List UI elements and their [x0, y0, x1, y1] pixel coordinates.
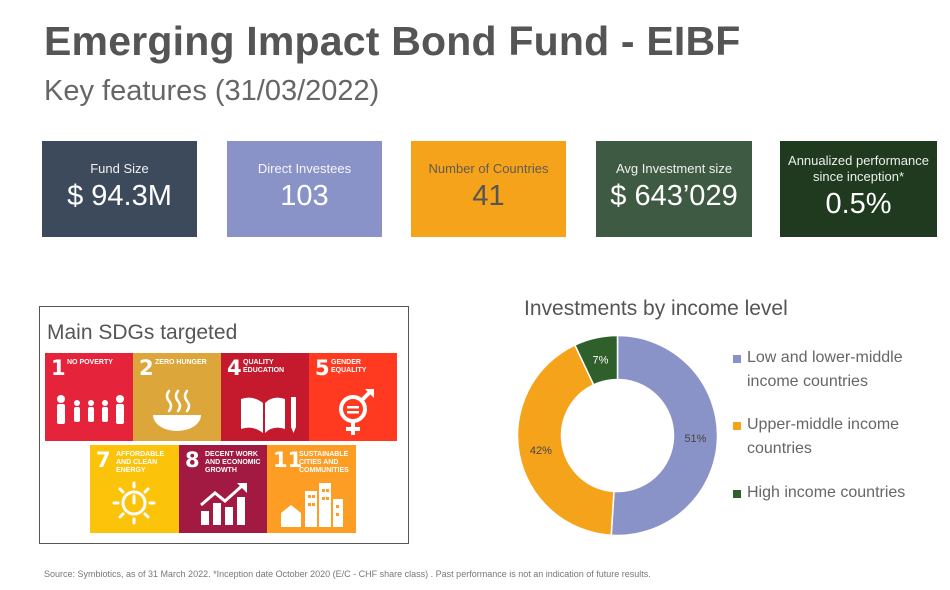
legend-swatch: [733, 355, 741, 363]
donut-slice: [573, 334, 619, 386]
sdg-number: 7: [96, 448, 111, 472]
sdg-tile-8: 8 Decent Work and Economic Growth: [179, 445, 267, 533]
kpi-label: Annualized performance since inception*: [788, 153, 929, 184]
kpi-value: 0.5%: [825, 188, 892, 220]
legend-item-high-income: High income countries: [733, 481, 937, 505]
growth-chart-icon: [200, 483, 247, 525]
kpi-fund-size: Fund Size $ 94.3M: [42, 141, 197, 237]
sdg-label: Affordable and Clean Energy: [116, 451, 165, 474]
kpi-direct-investees: Direct Investees 103: [227, 141, 382, 237]
page-title: Emerging Impact Bond Fund - EIBF: [44, 18, 741, 64]
donut-chart: 51% 42% 7%: [516, 334, 719, 537]
sdg-number: 8: [185, 448, 200, 472]
sdg-label: Gender Equality: [331, 359, 367, 374]
sdg-tile-11: 11 Sustainable Cities and Communities: [267, 445, 356, 533]
page-subtitle: Key features (31/03/2022): [44, 75, 380, 107]
legend-item-low-income: Low and lower-middle income countries: [733, 346, 937, 394]
bowl-icon: [153, 389, 201, 431]
gender-icon: [339, 389, 374, 435]
sdg-tile-5: 5 Gender Equality: [309, 353, 397, 441]
footnote: Source: Symbiotics, as of 31 March 2022.…: [44, 569, 651, 579]
kpi-value: $ 643’029: [610, 180, 738, 212]
sdg-tile-7: 7 Affordable and Clean Energy: [90, 445, 179, 533]
donut-slice: [516, 344, 615, 537]
kpi-value: 103: [280, 180, 329, 212]
kpi-label: Avg Investment size: [615, 161, 733, 176]
sdg-panel-title: Main SDGs targeted: [47, 321, 238, 344]
sdg-panel: Main SDGs targeted 1 No Poverty 2 Zero H…: [39, 306, 409, 544]
sdg-number: 2: [139, 356, 154, 380]
donut-data-label: 51%: [684, 433, 706, 445]
sdg-tile-1: 1 No Poverty: [45, 353, 133, 441]
kpi-value: $ 94.3M: [67, 180, 172, 212]
legend-swatch: [733, 422, 741, 430]
sdg-tile-2: 2 Zero Hunger: [133, 353, 221, 441]
kpi-label: Number of Countries: [428, 161, 549, 176]
kpi-value: 41: [472, 180, 505, 212]
sdg-label: Zero Hunger: [155, 359, 207, 366]
chart-title: Investments by income level: [524, 297, 788, 320]
sdg-label: Quality Education: [243, 359, 285, 374]
sdg-number: 11: [273, 448, 303, 472]
sdg-number: 5: [315, 356, 330, 380]
kpi-annualized-performance: Annualized performance since inception* …: [780, 141, 937, 237]
kpi-number-of-countries: Number of Countries 41: [411, 141, 566, 237]
legend-label: Upper-middle income countries: [747, 416, 900, 457]
legend-item-upper-middle: Upper-middle income countries: [733, 413, 937, 461]
kpi-avg-investment-size: Avg Investment size $ 643’029: [596, 141, 752, 237]
sdg-label: Decent Work and Economic Growth: [205, 451, 261, 474]
sdg-number: 1: [51, 356, 66, 380]
sdg-label: Sustainable Cities and Communities: [299, 451, 349, 474]
donut-data-label: 7%: [593, 354, 609, 366]
legend-label: Low and lower-middle income countries: [747, 349, 903, 390]
legend-swatch: [733, 490, 741, 498]
kpi-label: Fund Size: [90, 161, 149, 176]
family-icon: [57, 395, 124, 424]
sdg-number: 4: [227, 356, 242, 380]
donut-data-label: 42%: [530, 445, 552, 457]
city-icon: [281, 483, 343, 527]
book-pencil-icon: [241, 397, 296, 433]
sdg-tile-4: 4 Quality Education: [221, 353, 309, 441]
sdg-label: No Poverty: [67, 359, 113, 366]
legend-label: High income countries: [747, 484, 906, 501]
sun-power-icon: [112, 481, 156, 525]
donut-slice: [610, 334, 719, 537]
kpi-label: Direct Investees: [257, 161, 352, 176]
